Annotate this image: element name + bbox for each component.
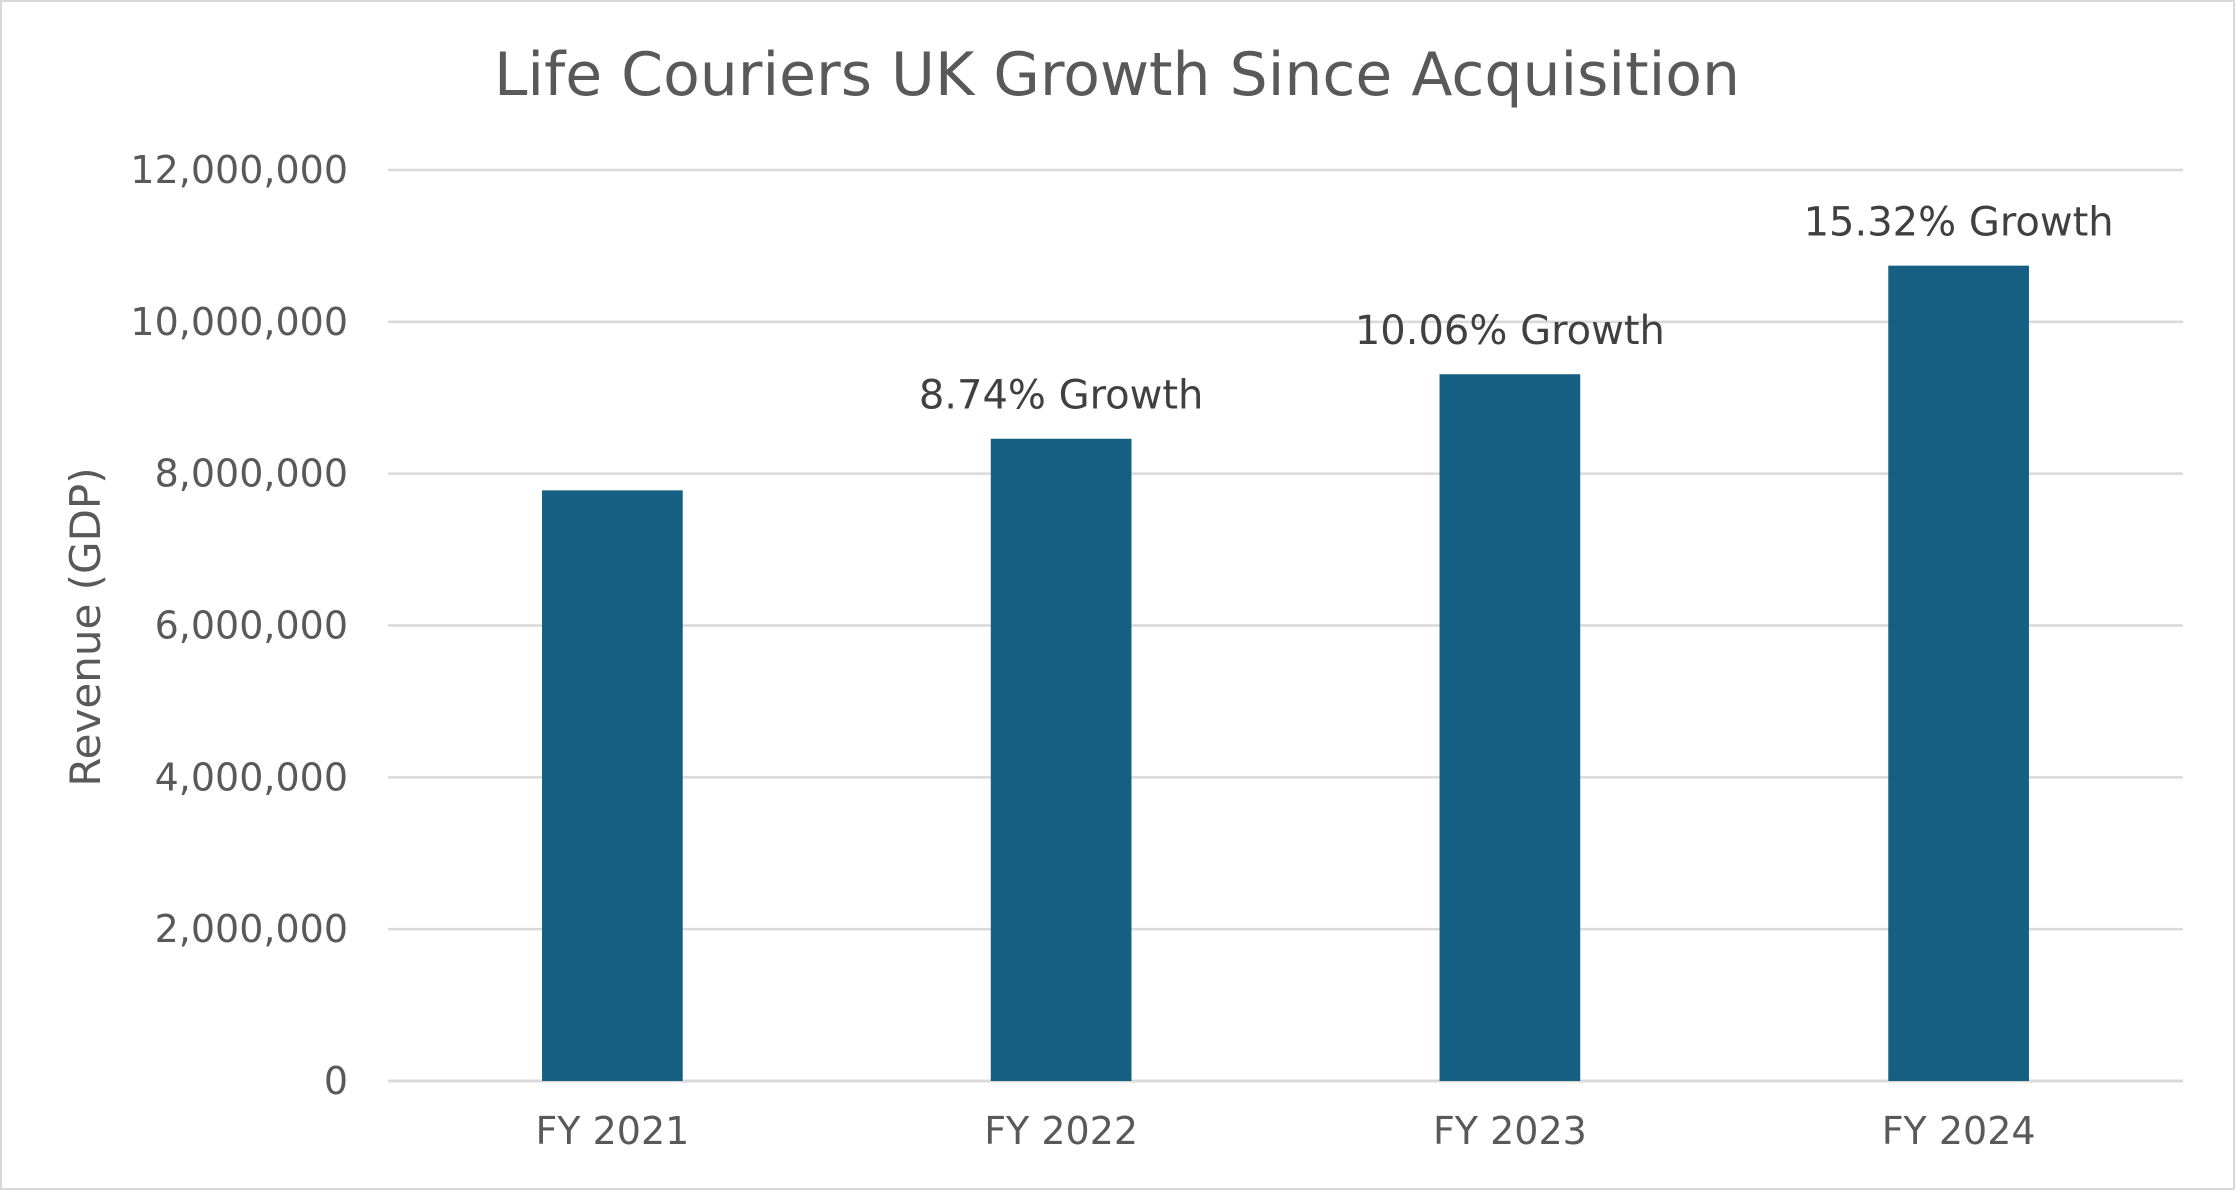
bars (542, 265, 2029, 1081)
bar-fy-2022 (990, 438, 1132, 1081)
bar-fy-2021 (542, 490, 683, 1081)
y-axis-ticks: 0 2,000,000 4,000,000 6,000,000 8,000,000 10,… (130, 148, 348, 1103)
y-tick-label: 0 (324, 1059, 348, 1103)
y-tick-label: 2,000,000 (155, 907, 348, 951)
y-tick-label: 10,000,000 (130, 300, 348, 344)
bar-fy-2024 (1888, 265, 2029, 1081)
data-labels: 8.74% Growth 10.06% Growth 15.32% Growth (919, 200, 2114, 419)
y-tick-label: 6,000,000 (155, 604, 348, 648)
bar-fy-2023 (1439, 374, 1581, 1081)
gridlines (388, 168, 2183, 1083)
x-tick-label: FY 2024 (1882, 1109, 2036, 1153)
data-label: 15.32% Growth (1804, 200, 2114, 246)
x-tick-label: FY 2022 (984, 1109, 1138, 1153)
x-axis-ticks: FY 2021 FY 2022 FY 2023 FY 2024 (535, 1109, 2035, 1153)
x-tick-label: FY 2023 (1433, 1109, 1587, 1153)
x-tick-label: FY 2021 (535, 1109, 689, 1153)
y-tick-label: 8,000,000 (155, 452, 348, 496)
data-label: 8.74% Growth (919, 373, 1204, 419)
chart-title: Life Couriers UK Growth Since Acquisitio… (494, 40, 1740, 110)
y-axis-label: Revenue (GDP) (61, 467, 110, 786)
y-tick-label: 4,000,000 (155, 755, 348, 799)
data-label: 10.06% Growth (1355, 308, 1665, 354)
y-tick-label: 12,000,000 (130, 148, 348, 192)
